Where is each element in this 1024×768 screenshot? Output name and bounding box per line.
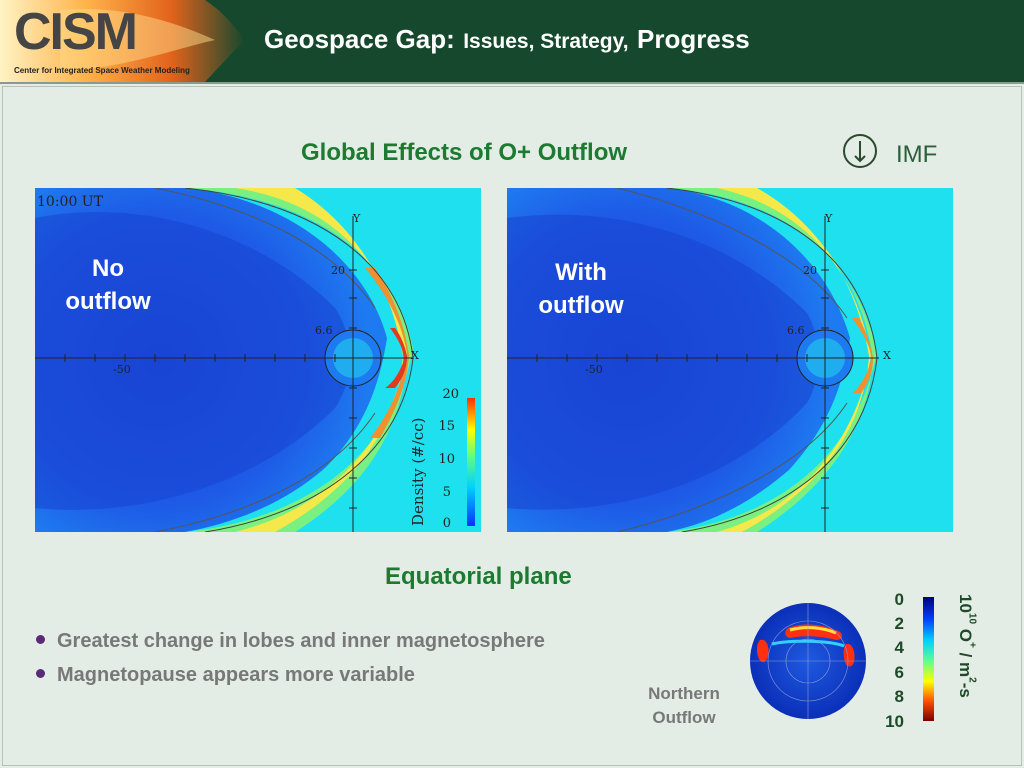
tick-minus-50: -50 <box>585 363 603 376</box>
bullet-item: Greatest change in lobes and inner magne… <box>36 630 545 653</box>
bullet-dot-icon <box>36 669 45 679</box>
density-tick: 15 <box>438 419 455 434</box>
panel-label-line: outflow <box>65 288 151 315</box>
bullet-dot-icon <box>36 635 45 645</box>
unit-part: O <box>956 624 975 642</box>
outflow-scale-tick: 2 <box>894 614 904 633</box>
polar-outflow-map <box>750 603 866 719</box>
outflow-scale-tick: 10 <box>885 712 904 731</box>
tick-6-6: 6.6 <box>787 324 805 337</box>
axis-x-label: X <box>883 349 891 362</box>
title-main: Geospace Gap: <box>264 24 455 54</box>
bullet-text: Magnetopause appears more variable <box>57 664 415 686</box>
unit-part: -s <box>956 682 975 698</box>
density-plot-with-outflow: Y X 20 6.6 -50 <box>507 188 953 532</box>
bullet-item: Magnetopause appears more variable <box>36 664 415 687</box>
density-axis-title: Density (#/cc) <box>409 418 427 526</box>
outflow-scale-unit: 1010 O+ / m2-s <box>955 594 978 698</box>
tick-20: 20 <box>331 264 345 277</box>
logo-subtitle: Center for Integrated Space Weather Mode… <box>14 66 190 75</box>
simulation-panel-with-outflow: Y X 20 6.6 -50 With outflow <box>507 188 953 532</box>
logo-wordmark: CISM <box>14 3 138 61</box>
panel-label-line: With <box>555 259 607 286</box>
northern-outflow-line: Northern <box>648 684 720 703</box>
bullet-text: Greatest change in lobes and inner magne… <box>57 630 545 652</box>
page-title: Geospace Gap: Issues, Strategy, Progress <box>264 24 750 55</box>
northern-outflow-line: Outflow <box>652 708 716 727</box>
logo-flame-graphic <box>0 0 245 82</box>
density-colorbar <box>467 398 475 526</box>
simulation-panel-no-outflow: 10:00 UT Y X 20 6.6 -50 20 15 10 5 0 Den… <box>35 188 481 532</box>
density-tick: 20 <box>442 387 459 402</box>
header-bar: CISM Center for Integrated Space Weather… <box>0 0 1024 84</box>
panel-label-with-outflow: With outflow <box>521 256 641 322</box>
imf-label: IMF <box>896 141 938 168</box>
axis-y-label: Y <box>824 212 833 225</box>
outflow-scale-tick: 4 <box>894 638 904 657</box>
density-tick: 10 <box>438 452 455 467</box>
unit-part: 10 <box>966 612 978 625</box>
cism-logo: CISM Center for Integrated Space Weather… <box>0 0 250 82</box>
axis-y-label: Y <box>352 212 361 225</box>
down-arrow-circle-icon <box>843 134 877 168</box>
density-tick: 0 <box>443 516 451 531</box>
panel-label-line: outflow <box>538 292 624 319</box>
outflow-colorbar <box>923 597 934 721</box>
outflow-scale-tick: 6 <box>894 663 904 682</box>
tick-minus-50: -50 <box>113 363 131 376</box>
density-tick: 5 <box>443 485 451 500</box>
equatorial-plane-label: Equatorial plane <box>385 563 572 590</box>
unit-part: 10 <box>956 594 975 613</box>
unit-part: + <box>966 642 978 648</box>
unit-part: / m <box>956 647 975 678</box>
content-frame <box>2 86 1022 766</box>
outflow-scale-tick: 0 <box>894 590 904 609</box>
unit-part: 2 <box>966 677 978 683</box>
panel-label-line: No <box>92 255 124 282</box>
panel-label-no-outflow: No outflow <box>53 252 163 318</box>
title-progress: Progress <box>637 24 750 54</box>
density-plot-no-outflow: 10:00 UT Y X 20 6.6 -50 20 15 10 5 0 Den… <box>35 188 481 532</box>
slide-heading: Global Effects of O+ Outflow <box>301 139 628 166</box>
time-label: 10:00 UT <box>37 194 104 210</box>
northern-outflow-label: Northern Outflow <box>638 682 730 730</box>
title-sub: Issues, Strategy, <box>463 30 629 53</box>
outflow-scale-tick: 8 <box>894 687 904 706</box>
axis-x-label: X <box>411 349 419 362</box>
tick-6-6: 6.6 <box>315 324 333 337</box>
tick-20: 20 <box>803 264 817 277</box>
